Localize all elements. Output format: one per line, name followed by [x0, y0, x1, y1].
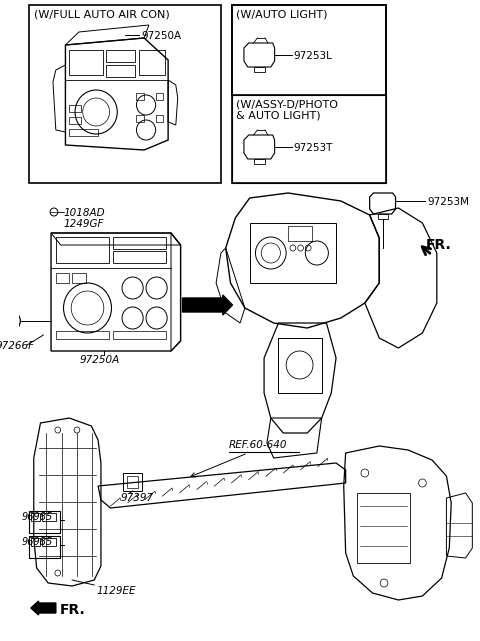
Bar: [31, 513, 40, 521]
FancyArrow shape: [31, 601, 56, 615]
Bar: [106, 50, 134, 62]
Bar: [136, 115, 144, 122]
Text: 1129EE: 1129EE: [96, 586, 136, 596]
Bar: [56, 273, 69, 283]
Bar: [29, 536, 60, 558]
Bar: [56, 331, 108, 339]
Text: 96985: 96985: [21, 512, 52, 522]
Text: 97253T: 97253T: [294, 143, 333, 153]
Text: 97253M: 97253M: [427, 197, 469, 207]
Bar: [69, 129, 98, 136]
Bar: [288, 226, 312, 241]
Bar: [156, 93, 163, 100]
Text: 96985: 96985: [21, 537, 52, 547]
Bar: [139, 50, 165, 75]
Bar: [232, 5, 386, 183]
Text: 1249GF: 1249GF: [63, 219, 104, 229]
Bar: [113, 331, 166, 339]
Bar: [31, 538, 40, 546]
Text: 97397: 97397: [120, 493, 153, 503]
Text: (W/FULL AUTO AIR CON): (W/FULL AUTO AIR CON): [34, 9, 169, 19]
FancyArrow shape: [182, 295, 232, 315]
Text: 97250A: 97250A: [80, 355, 120, 365]
Text: 97266F: 97266F: [0, 341, 35, 351]
Bar: [127, 476, 138, 488]
Text: 97250A: 97250A: [141, 31, 181, 41]
Bar: [42, 513, 56, 521]
Text: 1018AD: 1018AD: [63, 208, 105, 218]
Bar: [113, 237, 166, 249]
Text: FR.: FR.: [60, 603, 85, 617]
Bar: [72, 273, 85, 283]
Bar: [378, 214, 388, 219]
Text: (W/ASSY-D/PHOTO
& AUTO LIGHT): (W/ASSY-D/PHOTO & AUTO LIGHT): [236, 99, 338, 121]
Bar: [69, 117, 81, 124]
Bar: [42, 538, 56, 546]
Bar: [123, 473, 142, 491]
Bar: [113, 251, 166, 263]
Text: 97253L: 97253L: [294, 51, 333, 61]
Text: (W/AUTO LIGHT): (W/AUTO LIGHT): [236, 9, 328, 19]
Bar: [278, 338, 322, 393]
Bar: [136, 93, 144, 100]
Bar: [253, 67, 265, 72]
Bar: [156, 115, 163, 122]
Bar: [69, 50, 103, 75]
Bar: [357, 493, 410, 563]
Bar: [253, 159, 265, 164]
Bar: [69, 105, 81, 112]
Bar: [29, 511, 60, 533]
Text: FR.: FR.: [425, 238, 451, 252]
Bar: [29, 5, 221, 183]
Bar: [250, 223, 336, 283]
Text: REF.60-640: REF.60-640: [228, 440, 287, 450]
Bar: [106, 65, 134, 77]
Bar: [232, 5, 386, 95]
Bar: [56, 237, 108, 263]
Bar: [232, 95, 386, 183]
